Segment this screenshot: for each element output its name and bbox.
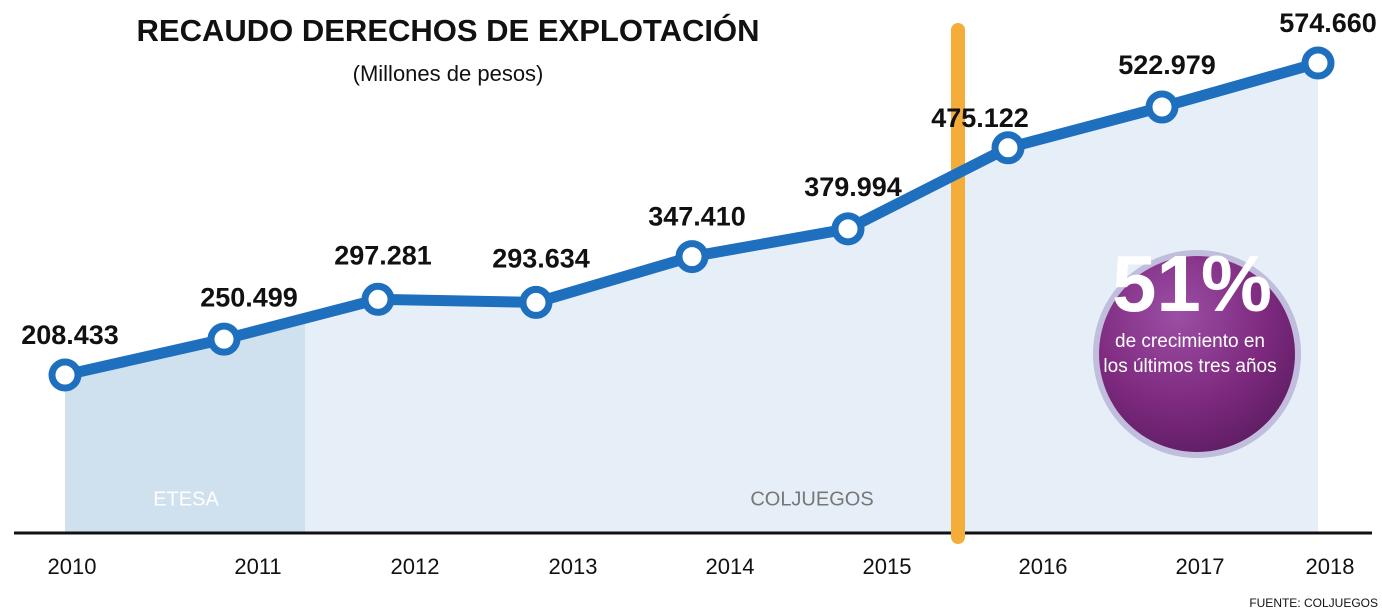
badge-text: los últimos tres años [1103,356,1276,377]
source: FUENTE: COLJUEGOS [1249,596,1378,610]
value-label: 522.979 [1118,50,1216,80]
chart-title: RECAUDO DERECHOS DE EXPLOTACIÓN [137,12,760,48]
value-label: 574.660 [1279,8,1377,38]
x-tick-label: 2017 [1176,554,1225,579]
point [831,212,865,246]
value-label: 475.122 [931,103,1029,133]
point [1301,46,1335,80]
x-tick-label: 2010 [48,554,97,579]
point [1145,90,1179,124]
value-label: 208.433 [21,320,119,350]
x-tick-label: 2014 [706,554,755,579]
x-tick-label: 2015 [863,554,912,579]
value-label: 379.994 [804,172,902,202]
value-label: 297.281 [334,240,432,270]
x-tick-label: 2018 [1306,554,1355,579]
x-tick-label: 2013 [549,554,598,579]
value-label: 293.634 [492,244,590,274]
point [48,358,82,392]
point [361,282,395,316]
period-label: ETESA [153,488,219,510]
badge [1099,256,1295,452]
chart-subtitle: (Millones de pesos) [353,61,544,86]
area-highlight [65,318,305,533]
point [991,131,1025,165]
badge-text: de crecimiento en [1115,331,1265,352]
point [675,240,709,274]
x-tick-label: 2012 [391,554,440,579]
x-tick-label: 2016 [1019,554,1068,579]
point [519,285,553,319]
point [207,322,241,356]
area [65,63,1318,533]
value-label: 250.499 [200,282,298,312]
x-tick-label: 2011 [234,554,281,579]
badge-value: 51% [1112,239,1272,328]
value-label: 347.410 [648,202,746,232]
period-label: COLJUEGOS [750,488,873,510]
